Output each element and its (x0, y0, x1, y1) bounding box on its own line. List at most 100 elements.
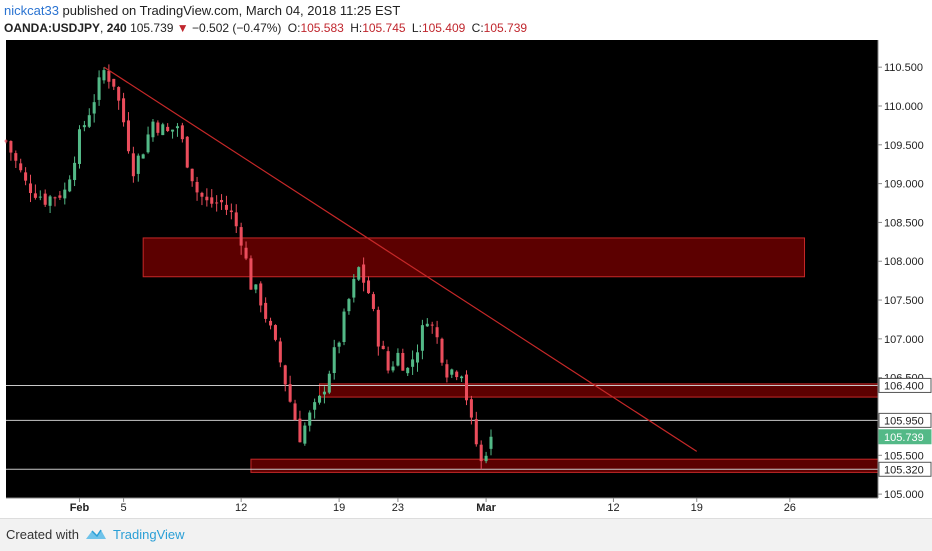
ohlc-line: OANDA:USDJPY, 240 105.739 ▼ −0.502 (−0.4… (4, 21, 528, 35)
tradingview-brand[interactable]: TradingView (113, 527, 185, 542)
candle-up (484, 455, 488, 462)
candle-up (313, 402, 317, 410)
x-tick-label: Mar (476, 502, 496, 514)
candle-up (82, 125, 86, 128)
x-tick-label: 26 (784, 502, 796, 514)
tradingview-cloud-icon (86, 529, 106, 539)
candle-down (166, 126, 170, 132)
candle-down (440, 338, 444, 363)
high-label: H: (350, 21, 363, 35)
candle-down (4, 140, 8, 142)
price-tag-label: 106.400 (884, 380, 924, 392)
candle-up (337, 342, 341, 347)
close-label: C: (471, 21, 484, 35)
author-link[interactable]: nickcat33 (4, 3, 59, 18)
candle-up (489, 436, 493, 449)
last-price: 105.739 (130, 21, 174, 35)
x-tick-label: 23 (392, 502, 404, 514)
candle-down (244, 247, 248, 259)
candle-down (33, 193, 37, 198)
y-tick-label: 105.500 (884, 450, 924, 462)
y-tick-label: 110.000 (884, 101, 923, 113)
price-tag-label: 105.950 (884, 415, 924, 427)
candle-up (48, 196, 52, 206)
y-tick-label: 109.000 (884, 179, 924, 191)
candle-down (249, 258, 253, 290)
candle-down (479, 444, 483, 462)
candle-up (352, 278, 356, 298)
candle-down (215, 202, 219, 204)
trendline (103, 66, 698, 452)
candle-up (141, 154, 145, 159)
x-tick-label: 12 (235, 502, 247, 514)
candle-down (126, 120, 130, 152)
candle-down (156, 122, 160, 133)
candle-down (180, 125, 184, 140)
candle-down (273, 325, 277, 340)
open-value: 105.583 (300, 21, 344, 35)
candle-up (171, 129, 175, 132)
close-value: 105.739 (483, 21, 528, 35)
y-tick-label: 105.000 (884, 489, 924, 501)
candle-up (415, 352, 420, 363)
candle-up (63, 189, 67, 199)
candle-down (362, 264, 366, 283)
candle-down (381, 345, 385, 350)
candle-down (386, 351, 390, 371)
y-tick-label: 107.500 (884, 295, 924, 307)
candle-down (9, 141, 13, 153)
candle-up (411, 359, 415, 367)
chart-area[interactable]: 110.500 110.000 109.500 109.000 108.500 108.0… (0, 40, 932, 518)
candle-down (220, 200, 224, 203)
candle-down (445, 364, 449, 378)
candle-down (264, 302, 268, 319)
change-value: −0.502 (−0.47%) (192, 21, 282, 35)
x-tick-label: Feb (70, 502, 90, 514)
candle-down (185, 136, 189, 168)
candle-down (278, 341, 282, 363)
candle-up (77, 129, 82, 164)
low-value: 105.409 (421, 21, 466, 35)
change-arrow-icon: ▼ (176, 21, 189, 35)
candle-down (131, 153, 135, 177)
open-label: O: (287, 21, 301, 35)
candle-down (474, 419, 478, 445)
y-tick-label: 109.500 (884, 140, 924, 152)
candle-up (161, 124, 165, 136)
last-price-tag (878, 429, 932, 445)
price-chart[interactable]: 110.500 110.000 109.500 109.000 108.500 108.0… (0, 40, 932, 518)
candle-up (308, 412, 312, 426)
y-tick-label: 108.500 (884, 217, 924, 229)
y-tick-label: 110.500 (884, 62, 923, 74)
candle-down (28, 183, 33, 194)
candle-up (391, 366, 395, 371)
symbol-label: OANDA:USDJPY (4, 21, 101, 35)
candle-up (87, 115, 91, 127)
candle-down (14, 153, 18, 161)
candle-up (175, 126, 179, 129)
price-tag-label: 105.320 (884, 464, 924, 476)
published-text: published on TradingView.com, March 04, … (62, 3, 401, 18)
candle-up (318, 395, 322, 403)
candle-up (146, 134, 150, 153)
candle-up (303, 425, 307, 444)
high-value: 105.745 (362, 21, 406, 35)
candle-down (469, 399, 473, 418)
candle-down (259, 283, 263, 306)
candle-down (24, 172, 28, 181)
x-tick-label: 12 (607, 502, 619, 514)
chart-header: nickcat33 published on TradingView.com, … (0, 0, 932, 40)
candle-up (92, 102, 96, 114)
candle-up (357, 267, 361, 280)
price-tag (878, 412, 932, 428)
candle-down (224, 204, 228, 210)
candle-up (254, 284, 258, 290)
candle-up (136, 155, 140, 174)
candle-down (288, 384, 292, 402)
interval-label: 240 (106, 21, 127, 35)
candle-down (371, 294, 375, 309)
publish-line: nickcat33 published on TradingView.com, … (4, 3, 400, 18)
candle-up (332, 347, 336, 373)
candle-down (401, 352, 405, 371)
candle-down (200, 192, 204, 197)
